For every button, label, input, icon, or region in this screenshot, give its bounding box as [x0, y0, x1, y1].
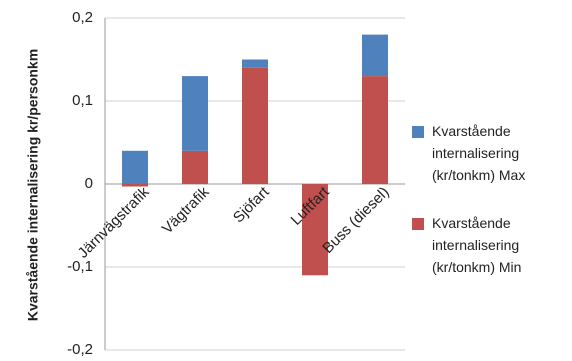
bar [242, 59, 268, 68]
bar [182, 76, 208, 151]
y-axis-title: Kvarstående internalisering kr/personkm [25, 49, 41, 321]
legend-label: Kvarstående internalisering (kr/tonkm) M… [432, 123, 526, 183]
bar [362, 34, 388, 77]
y-tick-label: 0,1 [72, 92, 93, 109]
y-tick-label: -0,1 [67, 258, 93, 275]
y-tick-label: -0,2 [67, 341, 93, 358]
legend-swatch [412, 126, 424, 138]
x-tick-label: Vägtrafik [159, 183, 213, 237]
legend-label: Kvarstående internalisering (kr/tonkm) M… [432, 215, 522, 275]
bar [302, 184, 328, 276]
bar [242, 67, 268, 184]
y-tick-label: 0,2 [72, 9, 93, 26]
x-tick-label: Järnvägstrafik [75, 183, 153, 261]
bar [182, 150, 208, 184]
y-tick-label: 0 [85, 175, 93, 192]
bar [122, 150, 148, 184]
x-tick-label: Sjöfart [230, 183, 273, 226]
bar [362, 76, 388, 184]
bar [122, 184, 148, 187]
legend-swatch [412, 218, 424, 230]
